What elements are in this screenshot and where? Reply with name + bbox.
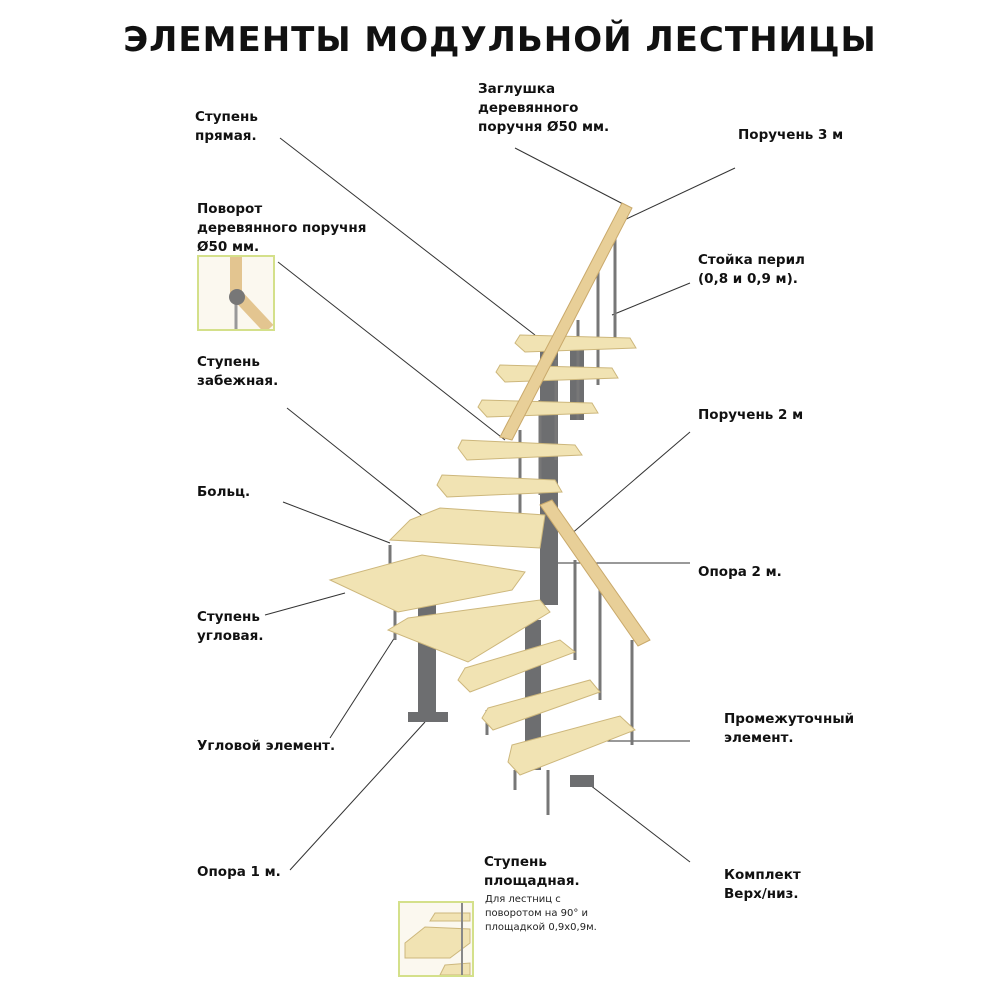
label-intermediate-element: Промежуточный элемент.	[724, 711, 855, 746]
label-rail-turn: Поворот деревянного поручня Ø50 мм.	[197, 201, 367, 255]
label-handrail-2m: Поручень 2 м	[698, 407, 804, 423]
label-handrail-cap: Заглушка деревянного поручня Ø50 мм.	[478, 81, 610, 135]
rail-turn-thumbnail	[197, 255, 275, 331]
treads	[328, 334, 637, 776]
leader-lines	[264, 137, 736, 871]
landing-step-thumbnail	[398, 901, 474, 977]
label-corner-step: Ступень угловая.	[197, 609, 264, 644]
landing-step-note: Для лестниц с поворотом на 90° и площадк…	[485, 894, 597, 933]
label-bolt: Больц.	[197, 484, 251, 500]
label-winder-step: Ступень забежная.	[197, 354, 279, 389]
label-support-2m: Опора 2 м.	[698, 564, 782, 580]
handrails	[499, 202, 651, 647]
label-kit: Комплект Верх/низ.	[724, 867, 801, 902]
label-baluster: Стойка перил (0,8 и 0,9 м).	[698, 252, 805, 287]
label-corner-element: Угловой элемент.	[197, 738, 336, 754]
page-title: ЭЛЕМЕНТЫ МОДУЛЬНОЙ ЛЕСТНИЦЫ	[123, 20, 877, 60]
label-landing-step: Ступень площадная.	[484, 854, 580, 889]
label-support-1m: Опора 1 м.	[197, 864, 281, 880]
label-straight-step: Ступень прямая.	[195, 109, 258, 144]
label-handrail-3m: Поручень 3 м	[738, 127, 844, 143]
